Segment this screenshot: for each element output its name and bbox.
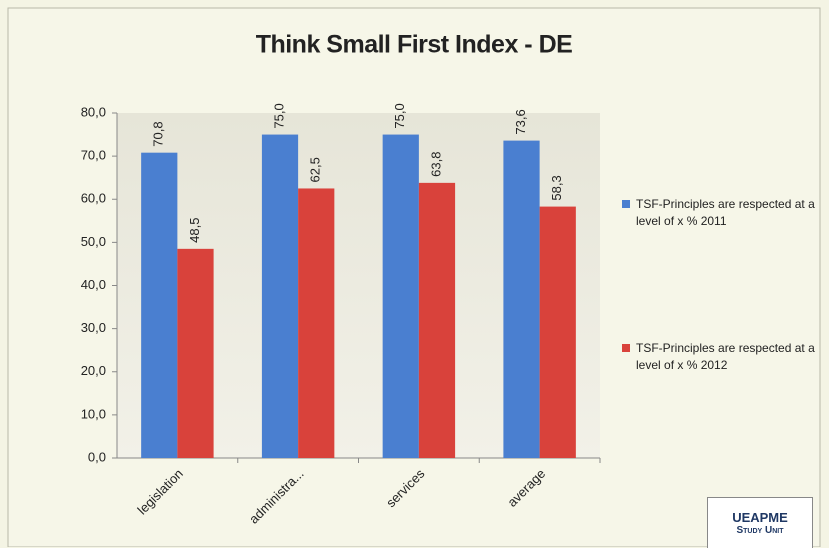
bar [177,248,214,458]
bar [418,182,456,459]
value-label: 75,0 [271,103,286,128]
y-tick-label: 0,0 [88,449,106,464]
value-label: 70,8 [151,121,166,146]
bar [382,134,419,458]
y-tick-label: 70,0 [81,148,106,163]
y-tick-label: 10,0 [81,406,106,421]
bar [503,140,540,458]
value-label: 62,5 [308,157,323,182]
y-tick-label: 40,0 [81,277,106,292]
legend-swatch [622,344,630,352]
value-label: 73,6 [513,109,528,134]
value-label: 63,8 [428,152,443,177]
y-tick-label: 60,0 [81,191,106,206]
y-tick-label: 30,0 [81,320,106,335]
legend-label: TSF-Principles are respected at a level … [636,197,815,228]
legend-swatch [622,200,630,208]
chart-title: Think Small First Index - DE [256,31,573,59]
y-tick-label: 20,0 [81,363,106,378]
legend-item: TSF-Principles are respected at a level … [622,196,826,230]
bar [298,188,335,458]
y-tick-label: 50,0 [81,234,106,249]
bar [141,152,178,459]
bar [539,206,576,458]
legend-item: TSF-Principles are respected at a level … [622,340,826,374]
bar [261,134,299,458]
y-tick-label: 80,0 [81,104,106,119]
value-label: 48,5 [187,218,202,243]
value-label: 58,3 [549,175,564,200]
legend-label: TSF-Principles are respected at a level … [636,341,815,372]
logo-title: UEAPME [732,510,788,525]
logo: UEAPME Study Unit [707,497,813,548]
logo-subtitle: Study Unit [736,525,784,536]
value-label: 75,0 [392,103,407,128]
